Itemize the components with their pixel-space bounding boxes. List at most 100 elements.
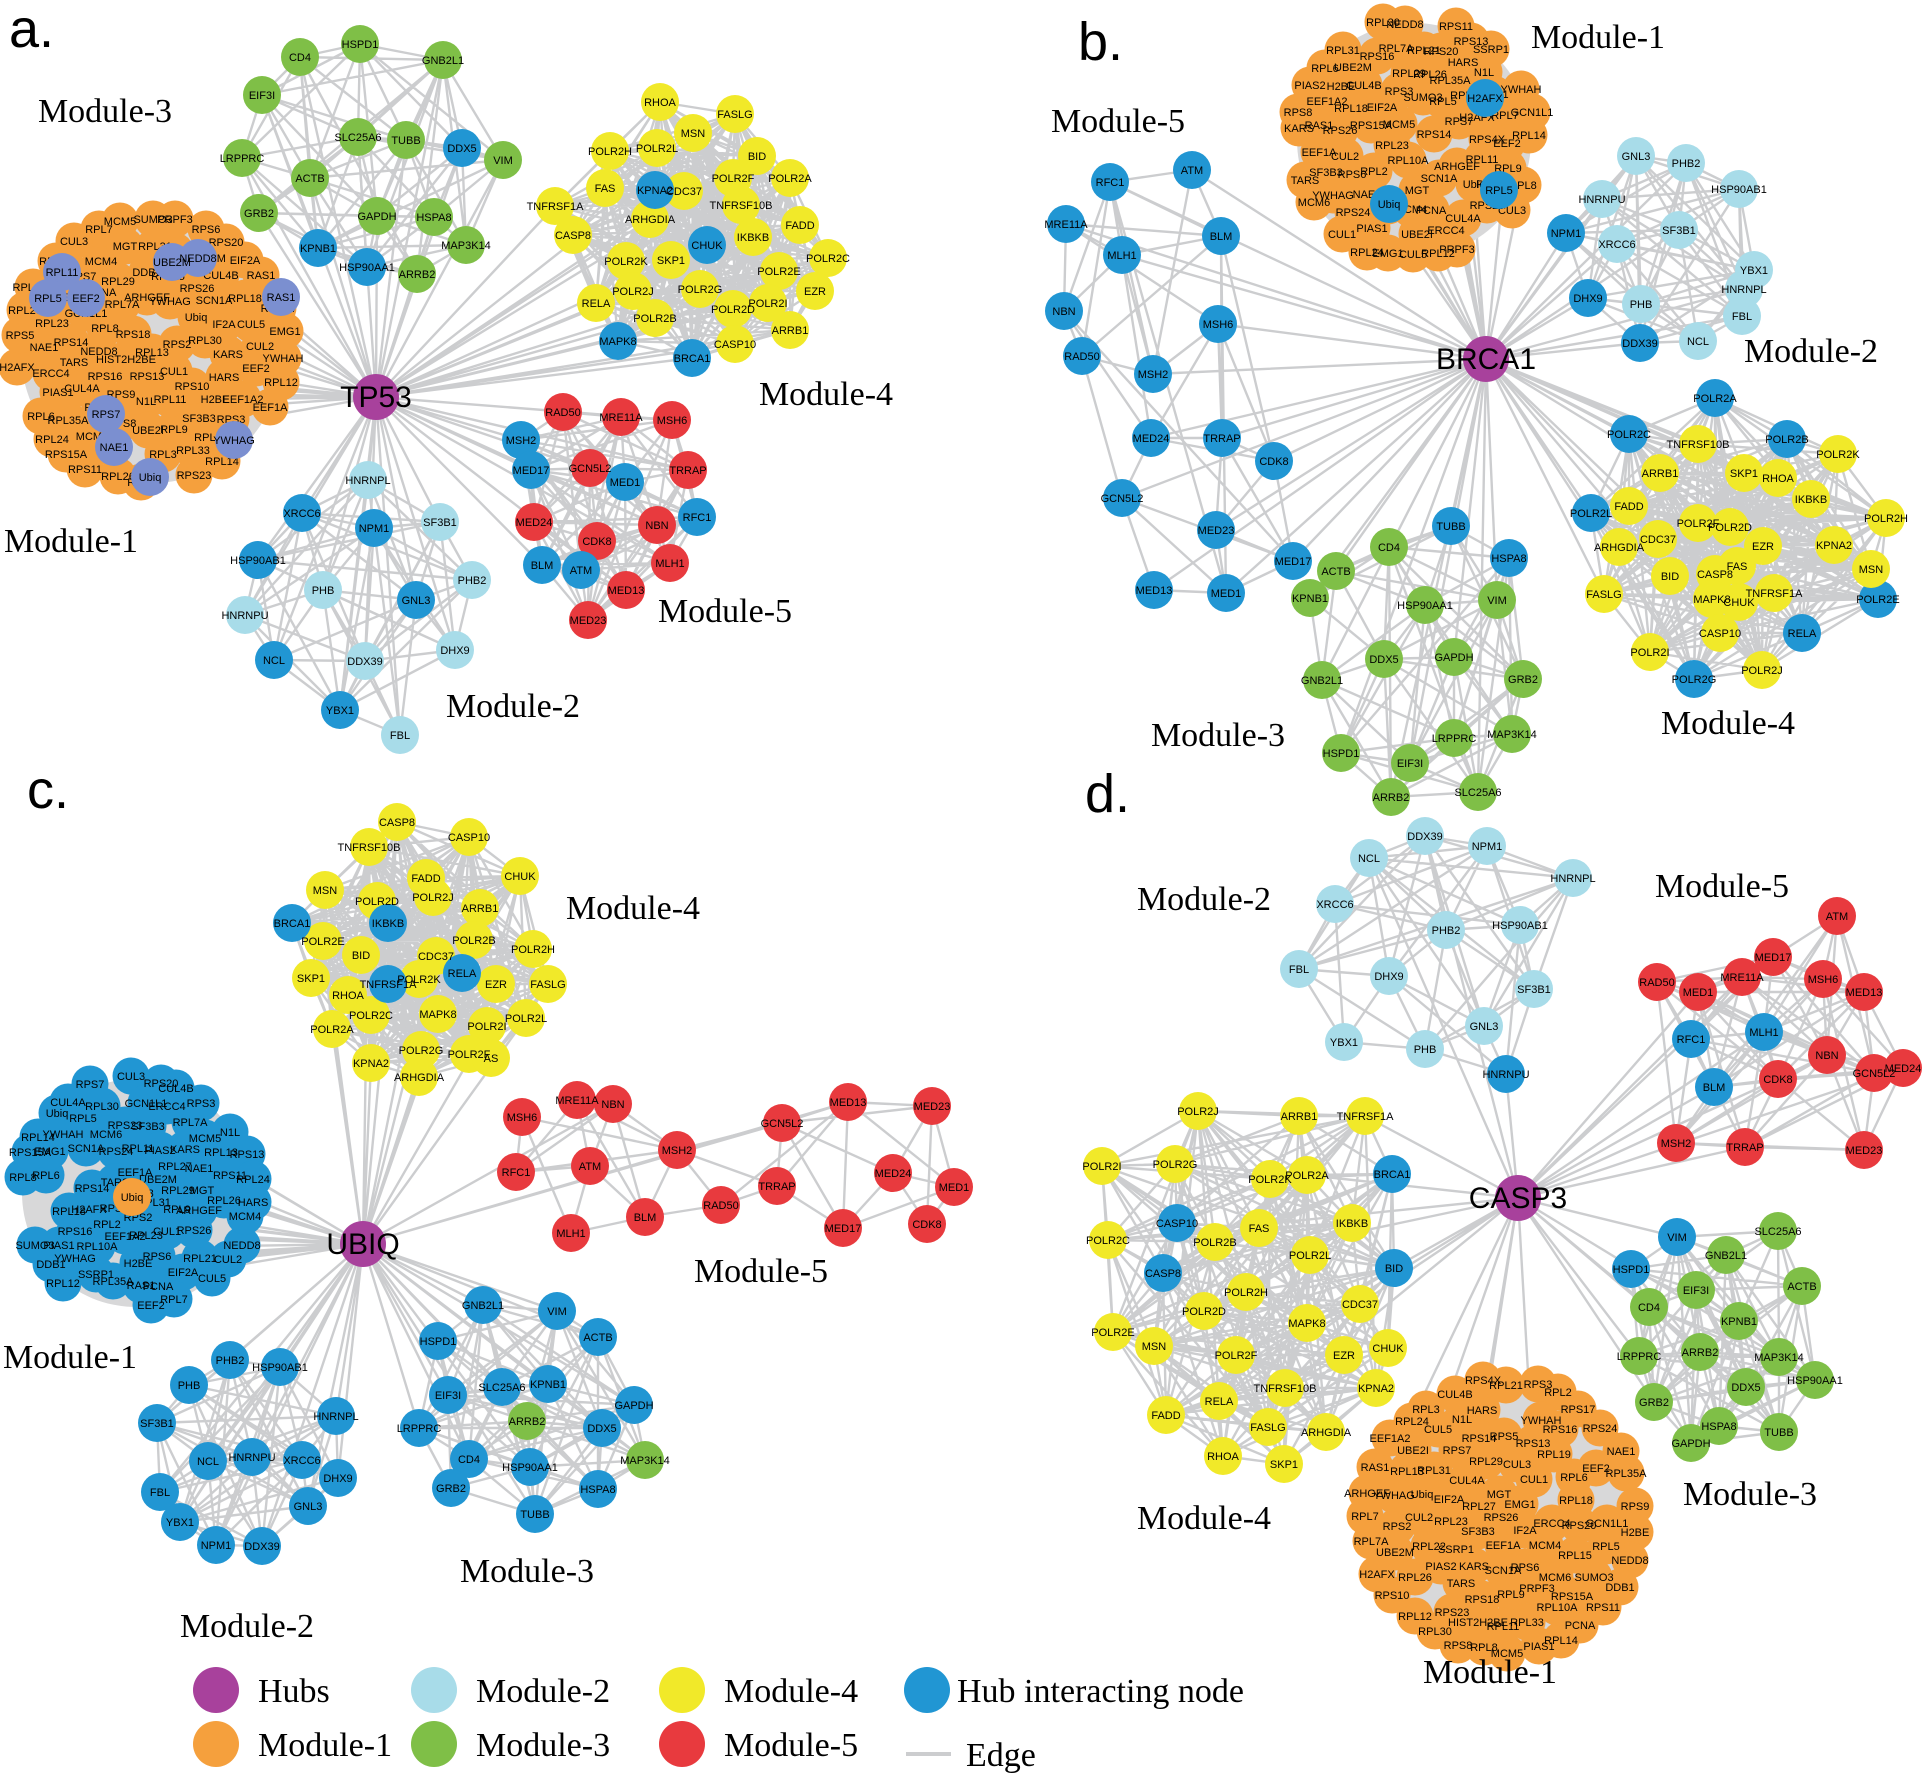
svg-text:NAE1: NAE1 (1607, 1446, 1636, 1458)
svg-text:SF3B3: SF3B3 (1461, 1526, 1495, 1538)
svg-text:KPNA2: KPNA2 (1816, 540, 1852, 552)
svg-text:MCM5: MCM5 (1491, 1648, 1523, 1660)
svg-text:RHOA: RHOA (1207, 1451, 1239, 1463)
svg-text:MSH6: MSH6 (1808, 974, 1839, 986)
svg-text:EIF3I: EIF3I (1397, 758, 1423, 770)
svg-text:RPL26: RPL26 (207, 1195, 241, 1207)
svg-text:MED1: MED1 (1683, 987, 1714, 999)
svg-text:N1L: N1L (136, 396, 156, 408)
svg-text:H2BE: H2BE (1327, 81, 1356, 93)
svg-text:RPL10A: RPL10A (1388, 155, 1430, 167)
svg-text:CD4: CD4 (1378, 542, 1400, 554)
svg-text:TNFRSF10B: TNFRSF10B (710, 200, 773, 212)
svg-text:GRB2: GRB2 (1639, 1397, 1669, 1409)
svg-text:KPNA2: KPNA2 (1358, 1383, 1394, 1395)
svg-text:Module-5: Module-5 (694, 1253, 828, 1290)
svg-text:EZR: EZR (1752, 541, 1774, 553)
svg-text:RPS26: RPS26 (1323, 125, 1358, 137)
svg-text:TNFRSF1A: TNFRSF1A (360, 979, 418, 991)
svg-text:SCN1A: SCN1A (68, 1143, 105, 1155)
svg-text:PIAS2: PIAS2 (1425, 1561, 1456, 1573)
svg-text:SUMO3: SUMO3 (133, 214, 172, 226)
svg-text:TNFRSF10B: TNFRSF10B (338, 842, 401, 854)
svg-text:RPS20: RPS20 (1562, 1520, 1597, 1532)
svg-text:NPM1: NPM1 (359, 523, 390, 535)
svg-text:ARRB1: ARRB1 (462, 903, 499, 915)
svg-text:RPL7: RPL7 (1491, 110, 1519, 122)
svg-text:RPS14: RPS14 (1462, 1433, 1497, 1445)
svg-text:CASP10: CASP10 (714, 339, 756, 351)
svg-text:RPS18: RPS18 (1465, 1594, 1500, 1606)
svg-text:CASP10: CASP10 (1156, 1218, 1198, 1230)
svg-text:GAPDH: GAPDH (357, 211, 396, 223)
svg-text:GCN1L1: GCN1L1 (1511, 107, 1554, 119)
svg-text:RPL9: RPL9 (1497, 1589, 1525, 1601)
svg-text:CUL1: CUL1 (160, 366, 188, 378)
svg-text:BLM: BLM (1703, 1082, 1726, 1094)
svg-text:UBE2I: UBE2I (132, 425, 164, 437)
svg-text:FADD: FADD (785, 220, 814, 232)
svg-text:Module-4: Module-4 (566, 890, 700, 927)
svg-text:NAE1: NAE1 (30, 342, 59, 354)
svg-text:ARHGEF: ARHGEF (1434, 161, 1480, 173)
svg-text:RFC1: RFC1 (1677, 1034, 1706, 1046)
svg-text:NEDD8: NEDD8 (80, 346, 117, 358)
svg-text:PHB2: PHB2 (1672, 158, 1701, 170)
svg-text:DDX39: DDX39 (244, 1541, 279, 1553)
svg-text:MED13: MED13 (1846, 987, 1883, 999)
svg-text:RPS16: RPS16 (1360, 51, 1395, 63)
svg-text:YWHAH: YWHAH (1521, 1415, 1562, 1427)
svg-text:RPL6: RPL6 (27, 411, 55, 423)
svg-text:RPL19: RPL19 (1537, 1449, 1571, 1461)
svg-text:RPS3: RPS3 (187, 1098, 216, 1110)
svg-text:MCM4: MCM4 (1529, 1540, 1561, 1552)
svg-text:FAS: FAS (595, 183, 616, 195)
svg-text:RPL30: RPL30 (85, 1101, 119, 1113)
svg-text:UBE2I: UBE2I (1401, 229, 1433, 241)
svg-text:KARS: KARS (213, 349, 243, 361)
svg-text:POLR2K: POLR2K (1248, 1174, 1292, 1186)
svg-text:MCM4: MCM4 (85, 256, 117, 268)
svg-text:YWHAG: YWHAG (149, 296, 191, 308)
svg-text:IF2A: IF2A (212, 319, 236, 331)
svg-text:GRB2: GRB2 (244, 208, 274, 220)
svg-text:RAD50: RAD50 (1064, 351, 1099, 363)
svg-text:SCN1A: SCN1A (1421, 173, 1458, 185)
svg-text:RAS1: RAS1 (267, 292, 296, 304)
svg-text:MCM5: MCM5 (104, 216, 136, 228)
svg-text:MED13: MED13 (608, 585, 645, 597)
svg-text:VIM: VIM (1487, 595, 1507, 607)
svg-text:RPL12: RPL12 (46, 1278, 80, 1290)
svg-text:IF2A: IF2A (1513, 1525, 1537, 1537)
svg-text:RPS7: RPS7 (1443, 1445, 1472, 1457)
svg-text:MSN: MSN (313, 885, 338, 897)
svg-text:MED24: MED24 (1133, 433, 1170, 445)
svg-text:RPL31: RPL31 (1417, 1465, 1451, 1477)
svg-text:BID: BID (1661, 571, 1679, 583)
svg-text:RPL8: RPL8 (1470, 1642, 1498, 1654)
svg-text:RPL12: RPL12 (1421, 248, 1455, 260)
svg-text:RPS7: RPS7 (1445, 116, 1474, 128)
svg-text:NPM1: NPM1 (201, 1540, 232, 1552)
svg-text:HARS: HARS (1448, 57, 1479, 69)
svg-text:RPL6: RPL6 (1560, 1472, 1588, 1484)
svg-text:POLR2C: POLR2C (1607, 429, 1651, 441)
svg-text:Module-3: Module-3 (476, 1727, 610, 1764)
svg-text:HSP90AA1: HSP90AA1 (1397, 600, 1453, 612)
svg-text:ARHGEF: ARHGEF (1344, 1488, 1390, 1500)
svg-text:EIF2A: EIF2A (230, 255, 261, 267)
svg-text:LRPPRC: LRPPRC (220, 153, 265, 165)
svg-text:BRCA1: BRCA1 (674, 353, 711, 365)
svg-text:NCL: NCL (1687, 336, 1709, 348)
svg-text:RPL26: RPL26 (1413, 69, 1447, 81)
svg-text:KARS: KARS (170, 1144, 200, 1156)
svg-text:POLR2F: POLR2F (1677, 518, 1720, 530)
svg-text:ARRB2: ARRB2 (399, 269, 436, 281)
svg-text:SKP1: SKP1 (297, 973, 325, 985)
svg-text:MAPK8: MAPK8 (419, 1009, 456, 1021)
svg-text:PRPF3: PRPF3 (1439, 244, 1474, 256)
svg-text:RPL14: RPL14 (21, 1132, 55, 1144)
svg-text:MAP3K14: MAP3K14 (1754, 1352, 1804, 1364)
svg-text:SF3B3: SF3B3 (182, 413, 216, 425)
svg-text:UBE2M: UBE2M (153, 257, 191, 269)
